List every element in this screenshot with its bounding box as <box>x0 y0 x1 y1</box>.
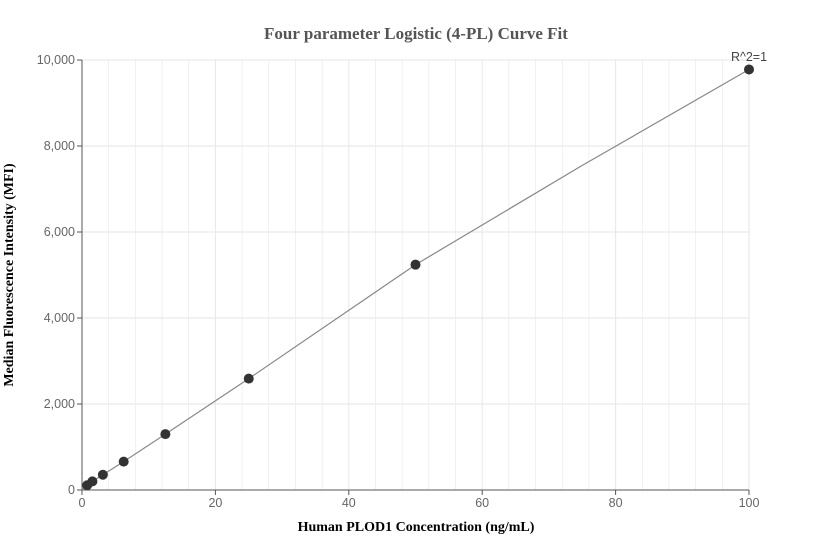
fit-curve <box>81 68 750 491</box>
y-tick-label: 6,000 <box>44 225 75 239</box>
chart-title: Four parameter Logistic (4-PL) Curve Fit <box>264 24 568 43</box>
fit-curve-group <box>81 68 750 491</box>
y-tick-label: 10,000 <box>37 53 75 67</box>
data-point <box>243 373 254 384</box>
x-tick-label: 60 <box>475 496 489 510</box>
x-axis-title: Human PLOD1 Concentration (ng/mL) <box>298 520 535 535</box>
data-point <box>87 476 98 487</box>
grid <box>82 59 750 490</box>
x-tick-label: 20 <box>208 496 222 510</box>
x-tick-label: 0 <box>79 496 86 510</box>
data-point <box>97 469 108 480</box>
axes <box>81 60 749 491</box>
y-tick-label: 0 <box>68 483 75 497</box>
x-tick-label: 80 <box>609 496 623 510</box>
x-tick-label: 40 <box>342 496 356 510</box>
y-axis-title: Median Fluorescence Intensity (MFI) <box>2 163 17 387</box>
tick-labels: 0 20 40 60 80 100 0 2,000 4,000 6,000 8,000 10,000 <box>37 53 760 510</box>
y-tick-label: 4,000 <box>44 311 75 325</box>
data-point <box>118 456 129 467</box>
data-point <box>744 64 754 75</box>
y-tick-label: 2,000 <box>44 397 75 411</box>
r-squared-annotation: R^2=1 <box>731 50 767 64</box>
x-tick-label: 100 <box>739 496 760 510</box>
data-point <box>160 429 171 440</box>
data-point <box>410 259 421 270</box>
y-tick-label: 8,000 <box>44 139 75 153</box>
data-points <box>82 64 754 491</box>
